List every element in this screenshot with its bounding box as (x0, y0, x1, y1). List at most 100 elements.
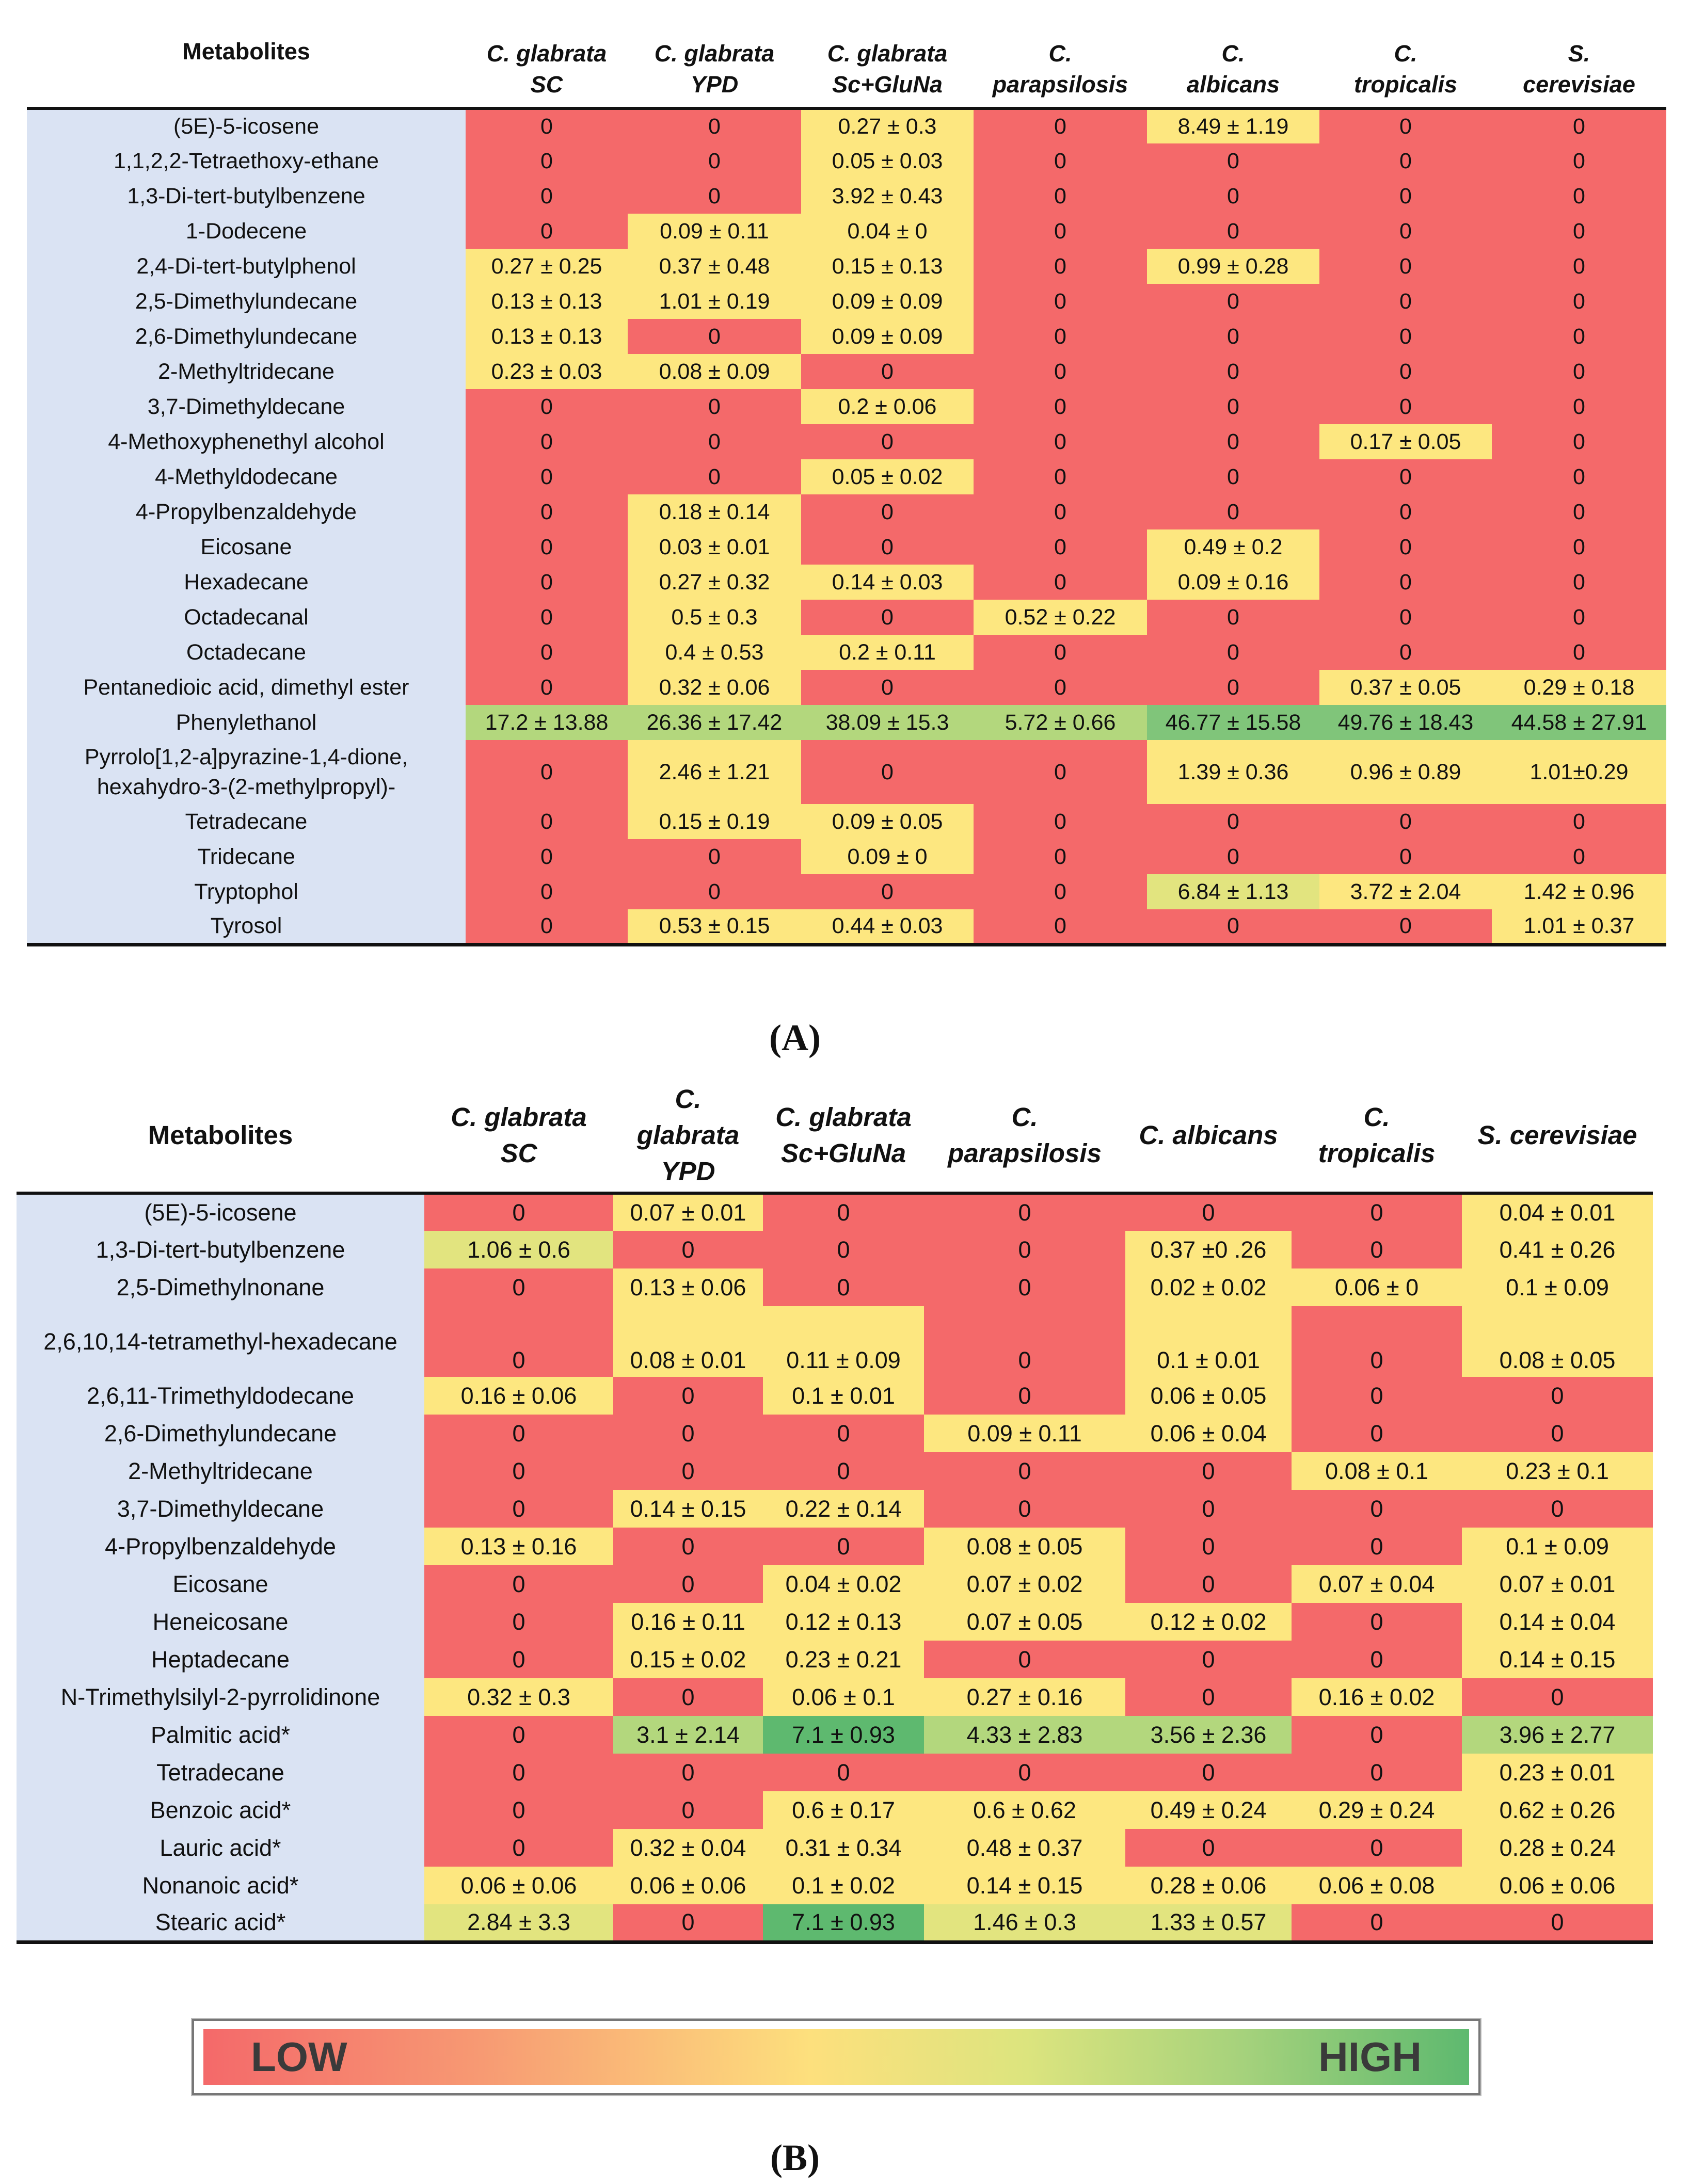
species-column-header: C. parapsilosis (924, 1079, 1125, 1193)
value-cell: 0.04 ± 0.01 (1462, 1193, 1653, 1231)
column-header-line: parapsilosis (992, 71, 1128, 98)
table-a-header-row: Metabolites C. glabrata SC C. glabrata YPD C.… (27, 31, 1666, 108)
metabolite-name: 1,1,2,2-Tetraethoxy-ethane (27, 143, 466, 179)
column-header-line: SC (500, 1138, 537, 1168)
value-cell: 0.13 ± 0.13 (466, 284, 628, 319)
table-row: Heptadecane 0 0.15 ± 0.02 0.23 ± 0.21 0 0 0 0.1… (17, 1641, 1653, 1678)
value-cell: 0.07 ± 0.01 (1462, 1565, 1653, 1603)
value-cell: 0 (974, 529, 1147, 565)
value-cell: 0 (1319, 529, 1492, 565)
value-cell: 0 (466, 565, 628, 600)
value-cell: 0.14 ± 0.15 (613, 1490, 763, 1528)
value-cell: 0.14 ± 0.04 (1462, 1603, 1653, 1641)
table-row: 2,4-Di-tert-butylphenol 0.27 ± 0.25 0.37 ±… (27, 249, 1666, 284)
value-cell: 0.08 ± 0.01 (613, 1306, 763, 1377)
value-cell: 0 (424, 1565, 613, 1603)
value-cell: 0.2 ± 0.06 (801, 389, 974, 424)
value-cell: 2.46 ± 1.21 (628, 740, 801, 804)
value-cell: 0.1 ± 0.09 (1462, 1268, 1653, 1306)
column-header-line: C. glabrata (486, 40, 607, 67)
value-cell: 0 (628, 874, 801, 909)
value-cell: 0 (1147, 839, 1319, 874)
table-row: Tryptophol 0 0 0 0 6.84 ± 1.13 3.72 ± 2.04 1.42… (27, 874, 1666, 909)
metabolite-name: 1,3-Di-tert-butylbenzene (17, 1231, 424, 1268)
metabolite-name: 2,4-Di-tert-butylphenol (27, 249, 466, 284)
metabolite-name: Heneicosane (17, 1603, 424, 1641)
table-row: 3,7-Dimethyldecane 0 0 0.2 ± 0.06 0 0 0 0 (27, 389, 1666, 424)
value-cell: 0.28 ± 0.24 (1462, 1829, 1653, 1867)
table-row: Heneicosane 0 0.16 ± 0.11 0.12 ± 0.13 0.07 ±… (17, 1603, 1653, 1641)
table-row: (5E)-5-icosene 0 0.07 ± 0.01 0 0 0 0 0.04 ± 0.0… (17, 1193, 1653, 1231)
table-a-body: (5E)-5-icosene 0 0 0.27 ± 0.3 0 8.49 ± 1.19 0 0… (27, 108, 1666, 944)
table-row: 2,6-Dimethylundecane 0.13 ± 0.13 0 0.09 ± 0… (27, 319, 1666, 354)
value-cell: 0 (466, 389, 628, 424)
column-header-line: C. (1011, 1102, 1038, 1132)
table-row: Lauric acid* 0 0.32 ± 0.04 0.31 ± 0.34 0.48 … (17, 1829, 1653, 1867)
metabolite-name: Nonanoic acid* (17, 1867, 424, 1904)
value-cell: 46.77 ± 15.58 (1147, 705, 1319, 740)
column-header-line: C. (1221, 40, 1245, 67)
table-row: 1,3-Di-tert-butylbenzene 1.06 ± 0.6 0 0 0 0.3… (17, 1231, 1653, 1268)
table-row: Tetradecane 0 0 0 0 0 0 0.23 ± 0.01 (17, 1754, 1653, 1791)
value-cell: 1.01±0.29 (1492, 740, 1666, 804)
column-header-line: Sc+GluNa (832, 71, 943, 98)
column-header-line: SC (530, 71, 563, 98)
value-cell: 0 (1492, 143, 1666, 179)
value-cell: 0 (1292, 1829, 1462, 1867)
value-cell: 0 (974, 874, 1147, 909)
value-cell: 0.15 ± 0.02 (613, 1641, 763, 1678)
value-cell: 0.27 ± 0.25 (466, 249, 628, 284)
value-cell: 0 (1319, 909, 1492, 944)
value-cell: 0 (628, 319, 801, 354)
table-row: Octadecanal 0 0.5 ± 0.3 0 0.52 ± 0.22 0 0 0 (27, 600, 1666, 635)
value-cell: 0 (801, 874, 974, 909)
value-cell: 0 (1319, 494, 1492, 529)
value-cell: 0 (974, 214, 1147, 249)
value-cell: 0 (1125, 1490, 1292, 1528)
value-cell: 0.23 ± 0.01 (1462, 1754, 1653, 1791)
value-cell: 1.01 ± 0.19 (628, 284, 801, 319)
value-cell: 0.32 ± 0.06 (628, 670, 801, 705)
species-column-header: C. tropicalis (1319, 31, 1492, 108)
value-cell: 1.33 ± 0.57 (1125, 1904, 1292, 1942)
value-cell: 0 (424, 1829, 613, 1867)
table-row: Nonanoic acid* 0.06 ± 0.06 0.06 ± 0.06 0.1 … (17, 1867, 1653, 1904)
metabolite-name: 4-Methyldodecane (27, 459, 466, 494)
table-row: 2,5-Dimethylundecane 0.13 ± 0.13 1.01 ± 0.… (27, 284, 1666, 319)
value-cell: 0 (924, 1377, 1125, 1415)
value-cell: 0 (466, 143, 628, 179)
value-cell: 0 (1492, 804, 1666, 839)
value-cell: 0 (974, 389, 1147, 424)
value-cell: 3.56 ± 2.36 (1125, 1716, 1292, 1754)
column-header-line: YPD (690, 71, 739, 98)
table-row: Stearic acid* 2.84 ± 3.3 0 7.1 ± 0.93 1.46 ±… (17, 1904, 1653, 1942)
species-column-header: C. glabrata SC (424, 1079, 613, 1193)
value-cell: 0 (1492, 459, 1666, 494)
value-cell: 0 (1147, 179, 1319, 214)
species-column-header: C. tropicalis (1292, 1079, 1462, 1193)
value-cell: 0 (1147, 214, 1319, 249)
value-cell: 0 (1125, 1452, 1292, 1490)
value-cell: 3.92 ± 0.43 (801, 179, 974, 214)
table-row: Benzoic acid* 0 0 0.6 ± 0.17 0.6 ± 0.62 0.49 … (17, 1791, 1653, 1829)
value-cell: 0.18 ± 0.14 (628, 494, 801, 529)
metabolite-name: Pyrrolo[1,2-a]pyrazine-1,4-dione, hexahy… (27, 740, 466, 804)
table-b-header-row: Metabolites C. glabrata SC C. glabrata YPD C. … (17, 1079, 1653, 1193)
value-cell: 0 (424, 1603, 613, 1641)
value-cell: 0 (466, 670, 628, 705)
value-cell: 8.49 ± 1.19 (1147, 108, 1319, 143)
metabolite-name: (5E)-5-icosene (17, 1193, 424, 1231)
column-header-line: C. (1363, 1102, 1390, 1132)
value-cell: 0 (974, 670, 1147, 705)
value-cell: 0 (1125, 1754, 1292, 1791)
value-cell: 0 (763, 1193, 924, 1231)
value-cell: 0.15 ± 0.13 (801, 249, 974, 284)
table-b-body: (5E)-5-icosene 0 0.07 ± 0.01 0 0 0 0 0.04 ± 0.0… (17, 1193, 1653, 1942)
value-cell: 0 (924, 1452, 1125, 1490)
metabolite-name: Lauric acid* (17, 1829, 424, 1867)
value-cell: 0 (801, 670, 974, 705)
value-cell: 0 (801, 354, 974, 389)
value-cell: 0.04 ± 0 (801, 214, 974, 249)
column-header-line: S. cerevisiae (1477, 1120, 1637, 1150)
